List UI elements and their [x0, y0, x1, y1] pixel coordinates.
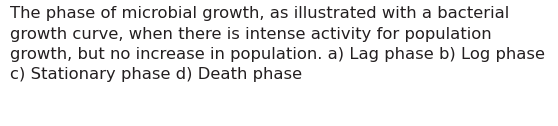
Text: The phase of microbial growth, as illustrated with a bacterial
growth curve, whe: The phase of microbial growth, as illust… [10, 6, 545, 83]
